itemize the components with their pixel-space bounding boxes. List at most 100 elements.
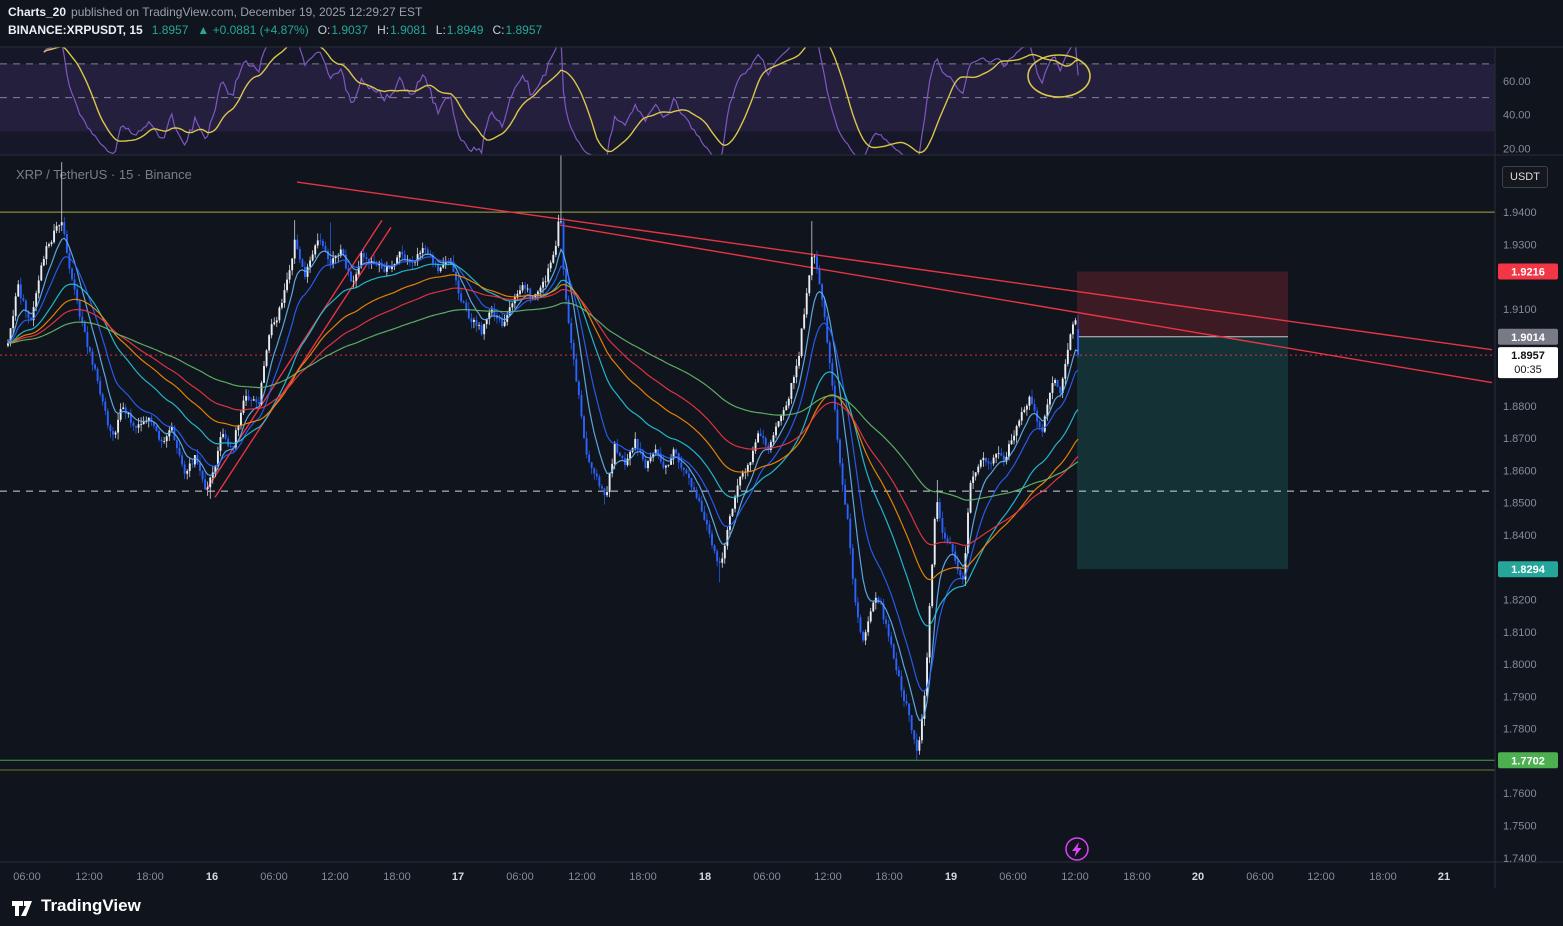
ohlc-label: L: <box>435 23 446 37</box>
rsi-pane <box>0 47 1495 155</box>
trendline-1[interactable] <box>296 181 1493 351</box>
price-tick-label: 1.8600 <box>1503 465 1537 477</box>
rsi-tick-label: 40.00 <box>1503 110 1531 122</box>
open-value: O: 1.9037 <box>318 23 368 37</box>
ma-blue <box>7 256 1079 692</box>
time-tick-label: 16 <box>206 871 218 883</box>
support-price-label-text: 1.7702 <box>1511 755 1545 767</box>
ohlc-value: 1.9081 <box>390 23 427 37</box>
rsi-tick-label: 20.00 <box>1503 143 1531 155</box>
currency-toggle-button[interactable]: USDT <box>1502 166 1548 188</box>
candles <box>7 155 1080 761</box>
price-tick-label: 1.7800 <box>1503 724 1537 736</box>
main-pane <box>0 46 1563 888</box>
ma-orange <box>7 274 1079 581</box>
ohlc-label: H: <box>377 23 390 37</box>
bolt-circle <box>1065 837 1089 861</box>
trendline-4[interactable] <box>214 226 392 498</box>
rsi-tick-label: 60.00 <box>1503 76 1531 88</box>
time-tick-label: 06:00 <box>753 871 781 883</box>
support-price-label <box>1498 752 1558 769</box>
price-axis[interactable]: 60.00 40.00 20.00 1.9400 1.9300 1.9100 1.8800 1… <box>1498 76 1558 865</box>
time-tick-label: 18:00 <box>629 871 657 883</box>
time-tick-label: 18:00 <box>1369 871 1397 883</box>
time-tick-label: 20 <box>1192 871 1204 883</box>
target-price-label <box>1498 561 1558 578</box>
tradingview-logo[interactable]: TradingView <box>10 894 141 918</box>
symbol-watermark: XRP / TetherUS · 15 · Binance <box>16 167 192 182</box>
entry-price-label-text: 1.9014 <box>1511 332 1546 344</box>
time-tick-label: 19 <box>945 871 957 883</box>
trendline-2[interactable] <box>559 224 1493 384</box>
chart-header: Charts_20 published on TradingView.com, D… <box>8 5 542 37</box>
position-stop-zone <box>1077 271 1288 337</box>
price-tick-label: 1.8700 <box>1503 433 1537 445</box>
time-axis[interactable]: 06:00 12:00 18:00 16 06:00 12:00 18:00 17 06:00 1… <box>13 871 1450 883</box>
time-tick-label: 12:00 <box>1061 871 1089 883</box>
time-tick-label: 12:00 <box>321 871 349 883</box>
lightning-icon <box>1072 842 1082 857</box>
target-price-label-text: 1.8294 <box>1511 564 1546 576</box>
last-price-label <box>1498 347 1558 379</box>
price-tick-label: 1.8400 <box>1503 530 1537 542</box>
time-tick-label: 18 <box>699 871 711 883</box>
time-tick-label: 06:00 <box>999 871 1027 883</box>
tradingview-wordmark: TradingView <box>41 896 141 915</box>
last-price-label-countdown: 00:35 <box>1514 364 1542 376</box>
rsi-line <box>43 47 1079 155</box>
ma-slow-green <box>7 302 1079 501</box>
stop-price-label <box>1498 263 1558 280</box>
time-tick-label: 06:00 <box>506 871 534 883</box>
time-tick-label: 12:00 <box>1307 871 1335 883</box>
last-price-label-price: 1.8957 <box>1511 350 1545 362</box>
time-tick-label: 12:00 <box>568 871 596 883</box>
symbol-title: BINANCE:XRPUSDT, 15 <box>8 23 143 37</box>
time-tick-label: 18:00 <box>136 871 164 883</box>
time-tick-label: 06:00 <box>260 871 288 883</box>
symbol-line: BINANCE:XRPUSDT, 15 1.8957 ▲ +0.0881 (+4… <box>8 23 542 37</box>
ohlc-label: C: <box>492 23 505 37</box>
price-tick-label: 1.8500 <box>1503 498 1537 510</box>
price-tick-label: 1.8000 <box>1503 659 1537 671</box>
last-price-value: 1.8957 <box>151 23 189 37</box>
price-change: ▲ +0.0881 (+4.87%) <box>197 23 309 37</box>
price-tick-label: 1.7500 <box>1503 821 1537 833</box>
ohlc-value: 1.8957 <box>505 23 543 37</box>
time-tick-label: 12:00 <box>75 871 103 883</box>
tradingview-logo-icon <box>12 901 32 916</box>
time-tick-label: 18:00 <box>875 871 903 883</box>
time-tick-label: 21 <box>1438 871 1450 883</box>
ohlc-label: O: <box>317 23 331 37</box>
entry-price-label <box>1498 328 1558 345</box>
circle-annotation[interactable] <box>1027 54 1091 98</box>
bolt-marker[interactable] <box>1065 837 1089 861</box>
publish-info: published on TradingView.com, December 1… <box>71 5 423 19</box>
time-tick-label: 06:00 <box>1246 871 1274 883</box>
ohlc-value: 1.9037 <box>331 23 369 37</box>
author-name: Charts_20 <box>8 5 67 19</box>
rsi-pane-bg <box>0 47 1495 155</box>
price-tick-label: 1.9400 <box>1503 207 1537 219</box>
price-tick-label: 1.7900 <box>1503 691 1537 703</box>
short-position-tool[interactable] <box>1077 271 1288 570</box>
ohlc-value: 1.8949 <box>446 23 484 37</box>
close-value: C: 1.8957 <box>492 23 542 37</box>
publication-line: Charts_20 published on TradingView.com, D… <box>8 5 542 19</box>
price-tick-label: 1.7400 <box>1503 853 1537 865</box>
price-tick-label: 1.7600 <box>1503 788 1537 800</box>
price-tick-label: 1.8800 <box>1503 401 1537 413</box>
price-tick-label: 1.9300 <box>1503 239 1537 251</box>
ma-cyan <box>7 263 1079 627</box>
time-tick-label: 12:00 <box>814 871 842 883</box>
time-tick-label: 18:00 <box>1123 871 1151 883</box>
low-value: L: 1.8949 <box>436 23 484 37</box>
price-tick-label: 1.8100 <box>1503 627 1537 639</box>
price-tick-label: 1.9100 <box>1503 304 1537 316</box>
stop-price-label-text: 1.9216 <box>1511 267 1545 279</box>
time-tick-label: 18:00 <box>383 871 411 883</box>
high-value: H: 1.9081 <box>377 23 427 37</box>
time-tick-label: 17 <box>452 871 464 883</box>
time-tick-label: 06:00 <box>13 871 41 883</box>
